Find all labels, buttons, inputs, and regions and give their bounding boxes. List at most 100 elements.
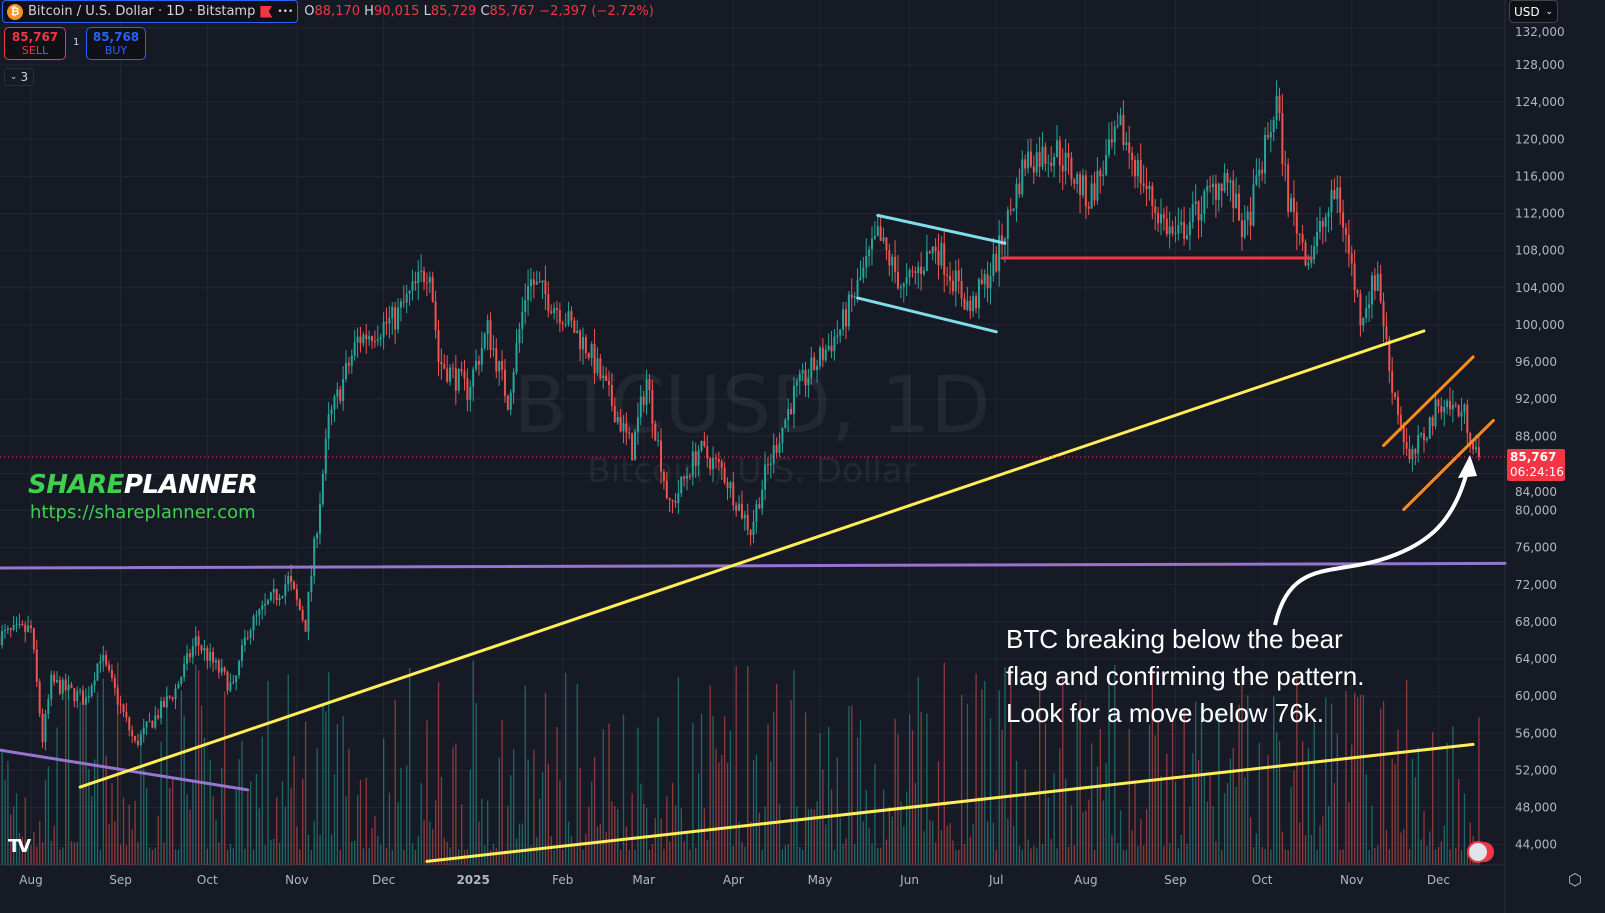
- candle-body: [1359, 293, 1362, 326]
- volume-bar: [290, 787, 292, 865]
- volume-bar: [1229, 758, 1232, 865]
- candle-body: [157, 715, 160, 718]
- candle-body: [87, 696, 90, 698]
- volume-bar: [553, 849, 555, 865]
- volume-bar: [790, 700, 792, 865]
- price-tick-label: 60,000: [1515, 689, 1557, 703]
- candle-body: [850, 294, 853, 298]
- candle-body: [897, 272, 899, 289]
- buy-button[interactable]: 85,768 BUY: [86, 27, 146, 60]
- tradingview-logo[interactable]: TV: [8, 836, 31, 857]
- volume-bar: [1093, 849, 1096, 865]
- volume-bar: [608, 723, 610, 865]
- volume-bar: [562, 849, 564, 865]
- candle-body: [1015, 183, 1018, 209]
- volume-bar: [533, 749, 535, 865]
- volume-bar: [1458, 779, 1460, 865]
- volume-bar: [651, 844, 654, 865]
- volume-bar: [1446, 742, 1448, 865]
- candle-body: [634, 431, 637, 461]
- volume-bar: [530, 845, 532, 865]
- candle-body: [53, 674, 56, 683]
- candle-body: [914, 271, 917, 273]
- volume-bar: [617, 809, 619, 865]
- candle-body: [1171, 226, 1174, 234]
- volume-bar: [1252, 847, 1255, 865]
- volume-bar: [1218, 708, 1220, 865]
- volume-bar: [874, 763, 876, 865]
- volume-bar: [293, 755, 295, 865]
- volume-bar: [59, 849, 61, 865]
- volume-bar: [435, 800, 437, 865]
- volume-bar: [828, 726, 830, 865]
- volume-bar: [432, 828, 434, 865]
- candle-body: [995, 253, 998, 272]
- volume-bar: [706, 839, 708, 865]
- candle-body: [529, 279, 532, 287]
- volume-bar: [868, 827, 870, 865]
- candle-body: [1382, 301, 1385, 327]
- candle-body: [1177, 225, 1180, 234]
- candle-body: [1200, 213, 1203, 221]
- currency-select[interactable]: USD ⌄: [1509, 0, 1558, 23]
- volume-bar: [252, 849, 255, 865]
- volume-bar: [1452, 726, 1454, 865]
- volume-bar: [299, 849, 301, 865]
- volume-bar: [1186, 843, 1188, 865]
- more-button[interactable]: •••: [277, 6, 294, 17]
- candle-body: [1422, 433, 1425, 441]
- volume-bar: [677, 677, 680, 865]
- sell-button[interactable]: 85,767 SELL: [4, 27, 66, 60]
- candle-body: [1330, 190, 1333, 213]
- flag-icon[interactable]: [260, 5, 273, 18]
- volume-bar: [1114, 664, 1116, 865]
- indicators-toggle[interactable]: ⌄ 3: [4, 68, 34, 86]
- volume-bar: [50, 840, 52, 865]
- volume-bar: [371, 827, 373, 865]
- volume-bar: [573, 843, 576, 865]
- volume-bar: [539, 798, 541, 865]
- volume-bar: [1024, 769, 1026, 865]
- candle-body: [764, 464, 767, 490]
- symbol-header[interactable]: ₿ Bitcoin / U.S. Dollar · 1D · Bitstamp …: [2, 0, 299, 23]
- volume-bar: [134, 800, 136, 865]
- volume-bar: [1429, 831, 1431, 865]
- volume-bar: [926, 713, 928, 865]
- settings-icon[interactable]: ⬡: [1568, 870, 1582, 889]
- volume-bar: [111, 783, 113, 865]
- volume-bar: [660, 818, 662, 865]
- candle-body: [735, 505, 738, 511]
- volume-bar: [1105, 763, 1107, 865]
- candle-body: [639, 396, 642, 418]
- volume-bar: [978, 797, 980, 865]
- candle-body: [1093, 183, 1096, 201]
- volume-bar: [180, 690, 182, 865]
- volume-bar: [261, 736, 263, 865]
- candle-body: [784, 419, 787, 428]
- volume-bar: [307, 834, 310, 865]
- volume-bar: [1391, 758, 1393, 865]
- volume-bar: [683, 841, 685, 865]
- volume-bar: [1394, 764, 1396, 865]
- candle-body: [1053, 156, 1056, 166]
- candle-body: [1405, 442, 1408, 449]
- candle-body: [515, 343, 518, 373]
- volume-bar: [1244, 777, 1246, 865]
- shareplanner-url[interactable]: https://shareplanner.com: [30, 502, 256, 523]
- volume-bar: [122, 797, 125, 865]
- candle-body: [194, 636, 197, 647]
- volume-bar: [82, 694, 84, 865]
- quantity[interactable]: 1: [73, 37, 80, 48]
- volume-bar: [741, 842, 743, 865]
- volume-bar: [521, 823, 523, 865]
- candle-body: [269, 592, 272, 601]
- candle-body: [1079, 174, 1082, 196]
- candle-body: [1353, 263, 1356, 291]
- candle-body: [6, 628, 9, 630]
- volume-bar: [443, 837, 445, 865]
- drawing-trendline: [425, 742, 1475, 863]
- volume-bar: [452, 747, 454, 865]
- volume-bar: [316, 747, 318, 865]
- candle-body: [1368, 304, 1371, 309]
